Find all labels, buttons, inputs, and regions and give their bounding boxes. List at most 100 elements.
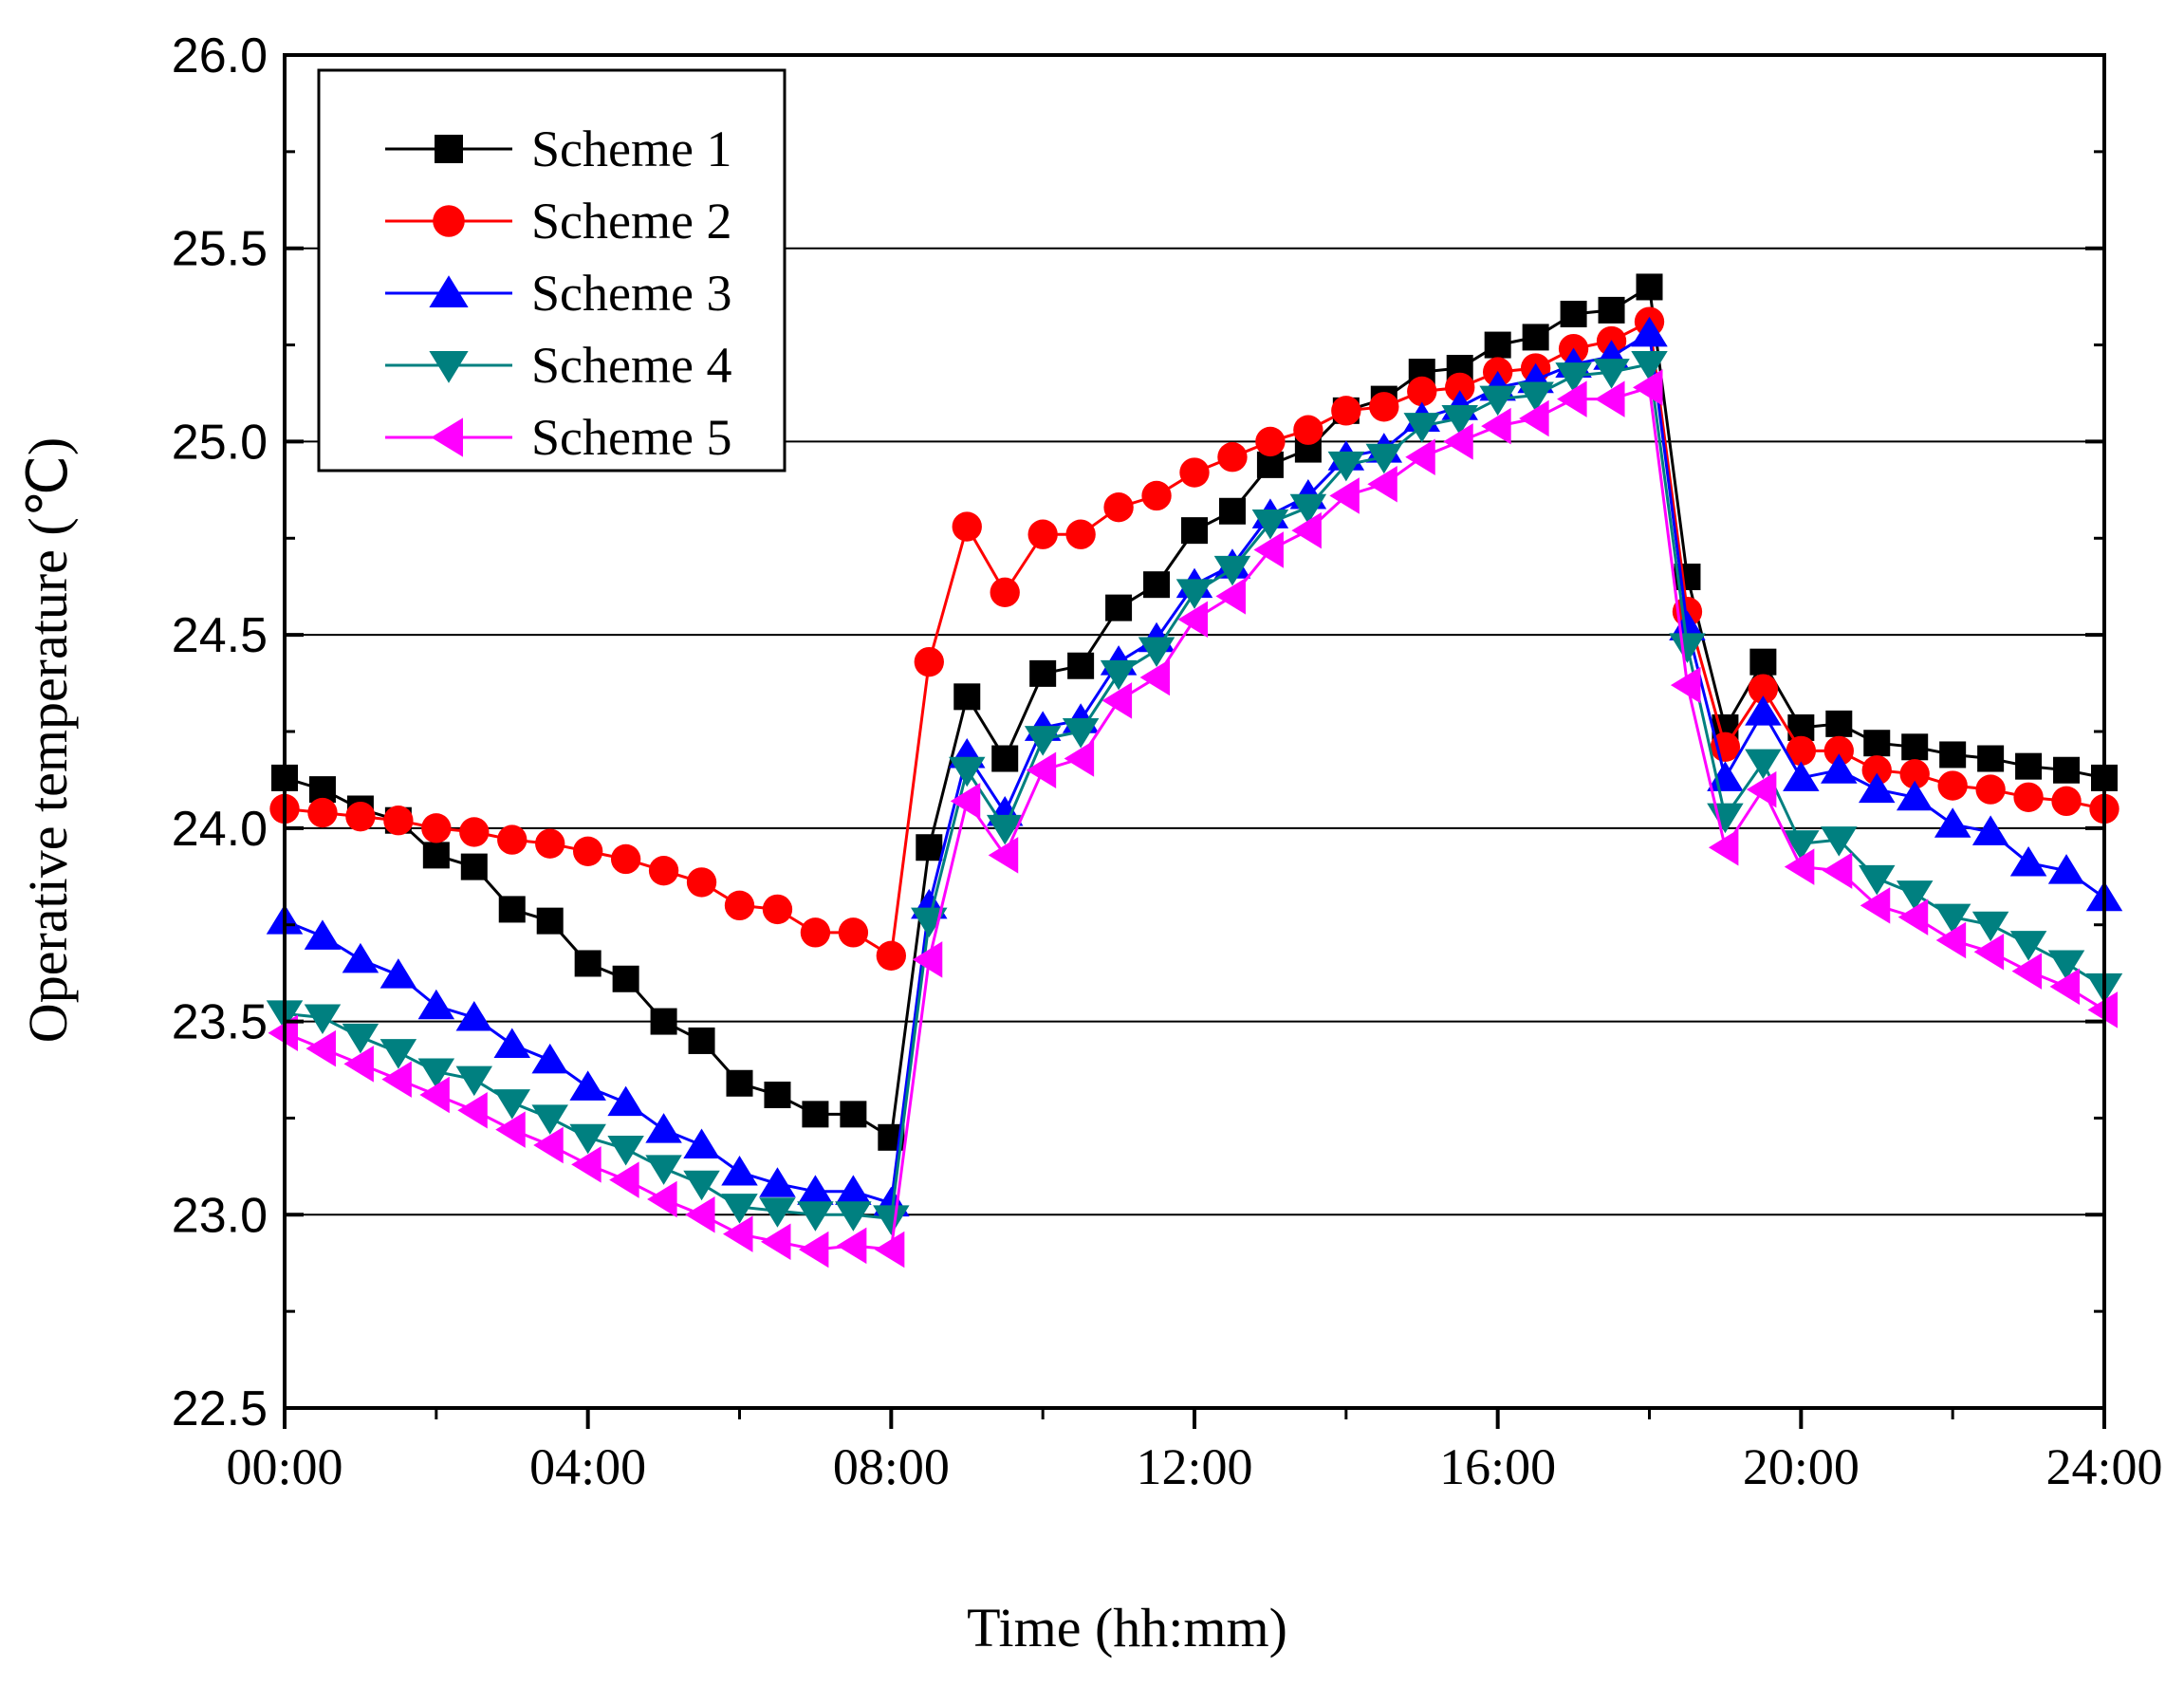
data-point-s1-5 (460, 853, 488, 880)
data-point-s5-33 (1519, 399, 1549, 437)
data-point-s5-1 (305, 1029, 336, 1067)
data-point-s2-29 (1369, 392, 1399, 422)
data-point-s2-1 (307, 797, 338, 828)
data-point-s4-34 (1555, 362, 1592, 393)
legend-label-4: Scheme 4 (531, 337, 731, 394)
data-point-s2-45 (1975, 774, 2006, 805)
data-point-s1-22 (1105, 594, 1133, 621)
data-point-s1-10 (650, 1008, 677, 1035)
data-point-s4-42 (1859, 864, 1896, 896)
data-point-s1-4 (422, 842, 450, 869)
data-point-s3-37 (1669, 610, 1706, 640)
series-1 (271, 273, 2118, 1151)
data-point-s4-40 (1783, 830, 1820, 861)
data-point-s2-10 (648, 855, 679, 886)
data-point-s1-21 (1067, 652, 1095, 679)
data-point-s5-8 (571, 1146, 602, 1183)
legend-marker-2 (433, 205, 465, 237)
data-point-s5-26 (1253, 531, 1284, 568)
x-tick-label-2: 08:00 (833, 1438, 950, 1495)
data-point-s2-14 (800, 917, 831, 948)
data-point-s5-39 (1746, 770, 1777, 808)
data-point-s4-9 (607, 1136, 644, 1166)
data-point-s1-14 (802, 1101, 829, 1128)
legend: Scheme 1 Scheme 2 Scheme 3 Scheme 4 Scheme 5 (317, 68, 787, 472)
data-point-s4-35 (1593, 359, 1630, 389)
data-point-s4-20 (1024, 726, 1062, 756)
data-point-s5-3 (381, 1061, 412, 1098)
data-point-s1-42 (1863, 730, 1891, 757)
data-point-s5-28 (1329, 477, 1360, 514)
data-point-s2-23 (1141, 480, 1172, 511)
data-point-s2-3 (383, 806, 414, 836)
data-point-s4-24 (1175, 579, 1213, 609)
data-point-s2-12 (724, 890, 755, 921)
legend-marker-5 (431, 417, 463, 457)
data-point-s4-15 (835, 1201, 872, 1232)
data-point-s4-33 (1517, 381, 1554, 413)
legend-label-1: Scheme 1 (531, 120, 731, 177)
data-point-s1-17 (916, 834, 943, 862)
data-point-s3-13 (759, 1167, 796, 1197)
data-point-s5-13 (760, 1223, 791, 1261)
y-tick-label-1: 23.0 (172, 1188, 268, 1243)
data-point-s2-28 (1331, 396, 1361, 426)
data-point-s3-4 (417, 989, 455, 1020)
data-point-s4-31 (1441, 404, 1478, 435)
data-point-s3-10 (645, 1113, 682, 1143)
data-point-s1-11 (688, 1027, 715, 1054)
data-point-s4-3 (379, 1039, 417, 1069)
data-point-s5-20 (1026, 751, 1057, 788)
data-point-s5-46 (2011, 953, 2043, 990)
data-point-s5-34 (1557, 380, 1587, 417)
legend-label-3: Scheme 3 (531, 265, 731, 322)
data-point-s5-16 (874, 1231, 905, 1269)
data-point-s3-39 (1745, 695, 1782, 726)
data-point-s2-16 (876, 940, 907, 971)
data-point-s5-15 (836, 1227, 867, 1265)
data-point-s2-19 (990, 577, 1020, 608)
data-point-s3-36 (1631, 316, 1668, 347)
y-axis-title: Operative temperature (℃) (17, 437, 79, 1043)
data-point-s2-42 (1861, 755, 1892, 786)
series-layer (266, 273, 2123, 1269)
data-point-s5-7 (533, 1126, 564, 1164)
data-point-s2-2 (345, 801, 376, 832)
data-point-s4-8 (569, 1123, 606, 1155)
data-point-s5-17 (912, 941, 943, 978)
data-point-s4-17 (911, 907, 948, 938)
data-point-s3-46 (2009, 846, 2047, 877)
y-tick-label-7: 26.0 (172, 28, 268, 83)
data-point-s5-9 (609, 1161, 639, 1198)
data-point-s1-43 (1901, 733, 1929, 761)
data-point-s2-30 (1407, 376, 1437, 407)
data-point-s3-14 (797, 1175, 834, 1205)
data-point-s4-7 (531, 1104, 568, 1135)
legend-entry-2: Scheme 2 (385, 193, 731, 250)
data-point-s5-10 (647, 1180, 677, 1218)
data-point-s1-7 (536, 907, 564, 935)
data-point-s1-46 (2015, 752, 2043, 780)
legend-entry-1: Scheme 1 (385, 120, 731, 177)
data-point-s5-37 (1670, 666, 1701, 704)
data-point-s4-10 (645, 1155, 682, 1185)
data-point-s5-43 (1897, 899, 1929, 936)
data-point-s1-15 (840, 1101, 867, 1128)
data-point-s2-5 (459, 817, 490, 847)
data-point-s4-26 (1251, 509, 1289, 540)
data-point-s5-14 (798, 1231, 829, 1269)
data-point-s5-18 (950, 783, 981, 820)
data-point-s2-38 (1710, 732, 1741, 762)
data-point-s3-44 (1934, 807, 1971, 838)
data-point-s2-40 (1786, 735, 1817, 767)
data-point-s4-12 (721, 1194, 758, 1224)
data-point-s2-13 (762, 894, 793, 925)
data-point-s5-44 (1935, 921, 1967, 959)
x-tick-label-5: 20:00 (1743, 1438, 1860, 1495)
legend-marker-3 (429, 275, 469, 307)
y-tick-labels: 22.5 23.0 23.5 24.0 24.5 25.0 25.5 26.0 (172, 28, 268, 1436)
data-point-s3-2 (342, 942, 379, 973)
data-point-s5-22 (1101, 682, 1133, 719)
axis-ticks (283, 53, 2106, 1429)
data-point-s1-47 (2053, 756, 2081, 784)
